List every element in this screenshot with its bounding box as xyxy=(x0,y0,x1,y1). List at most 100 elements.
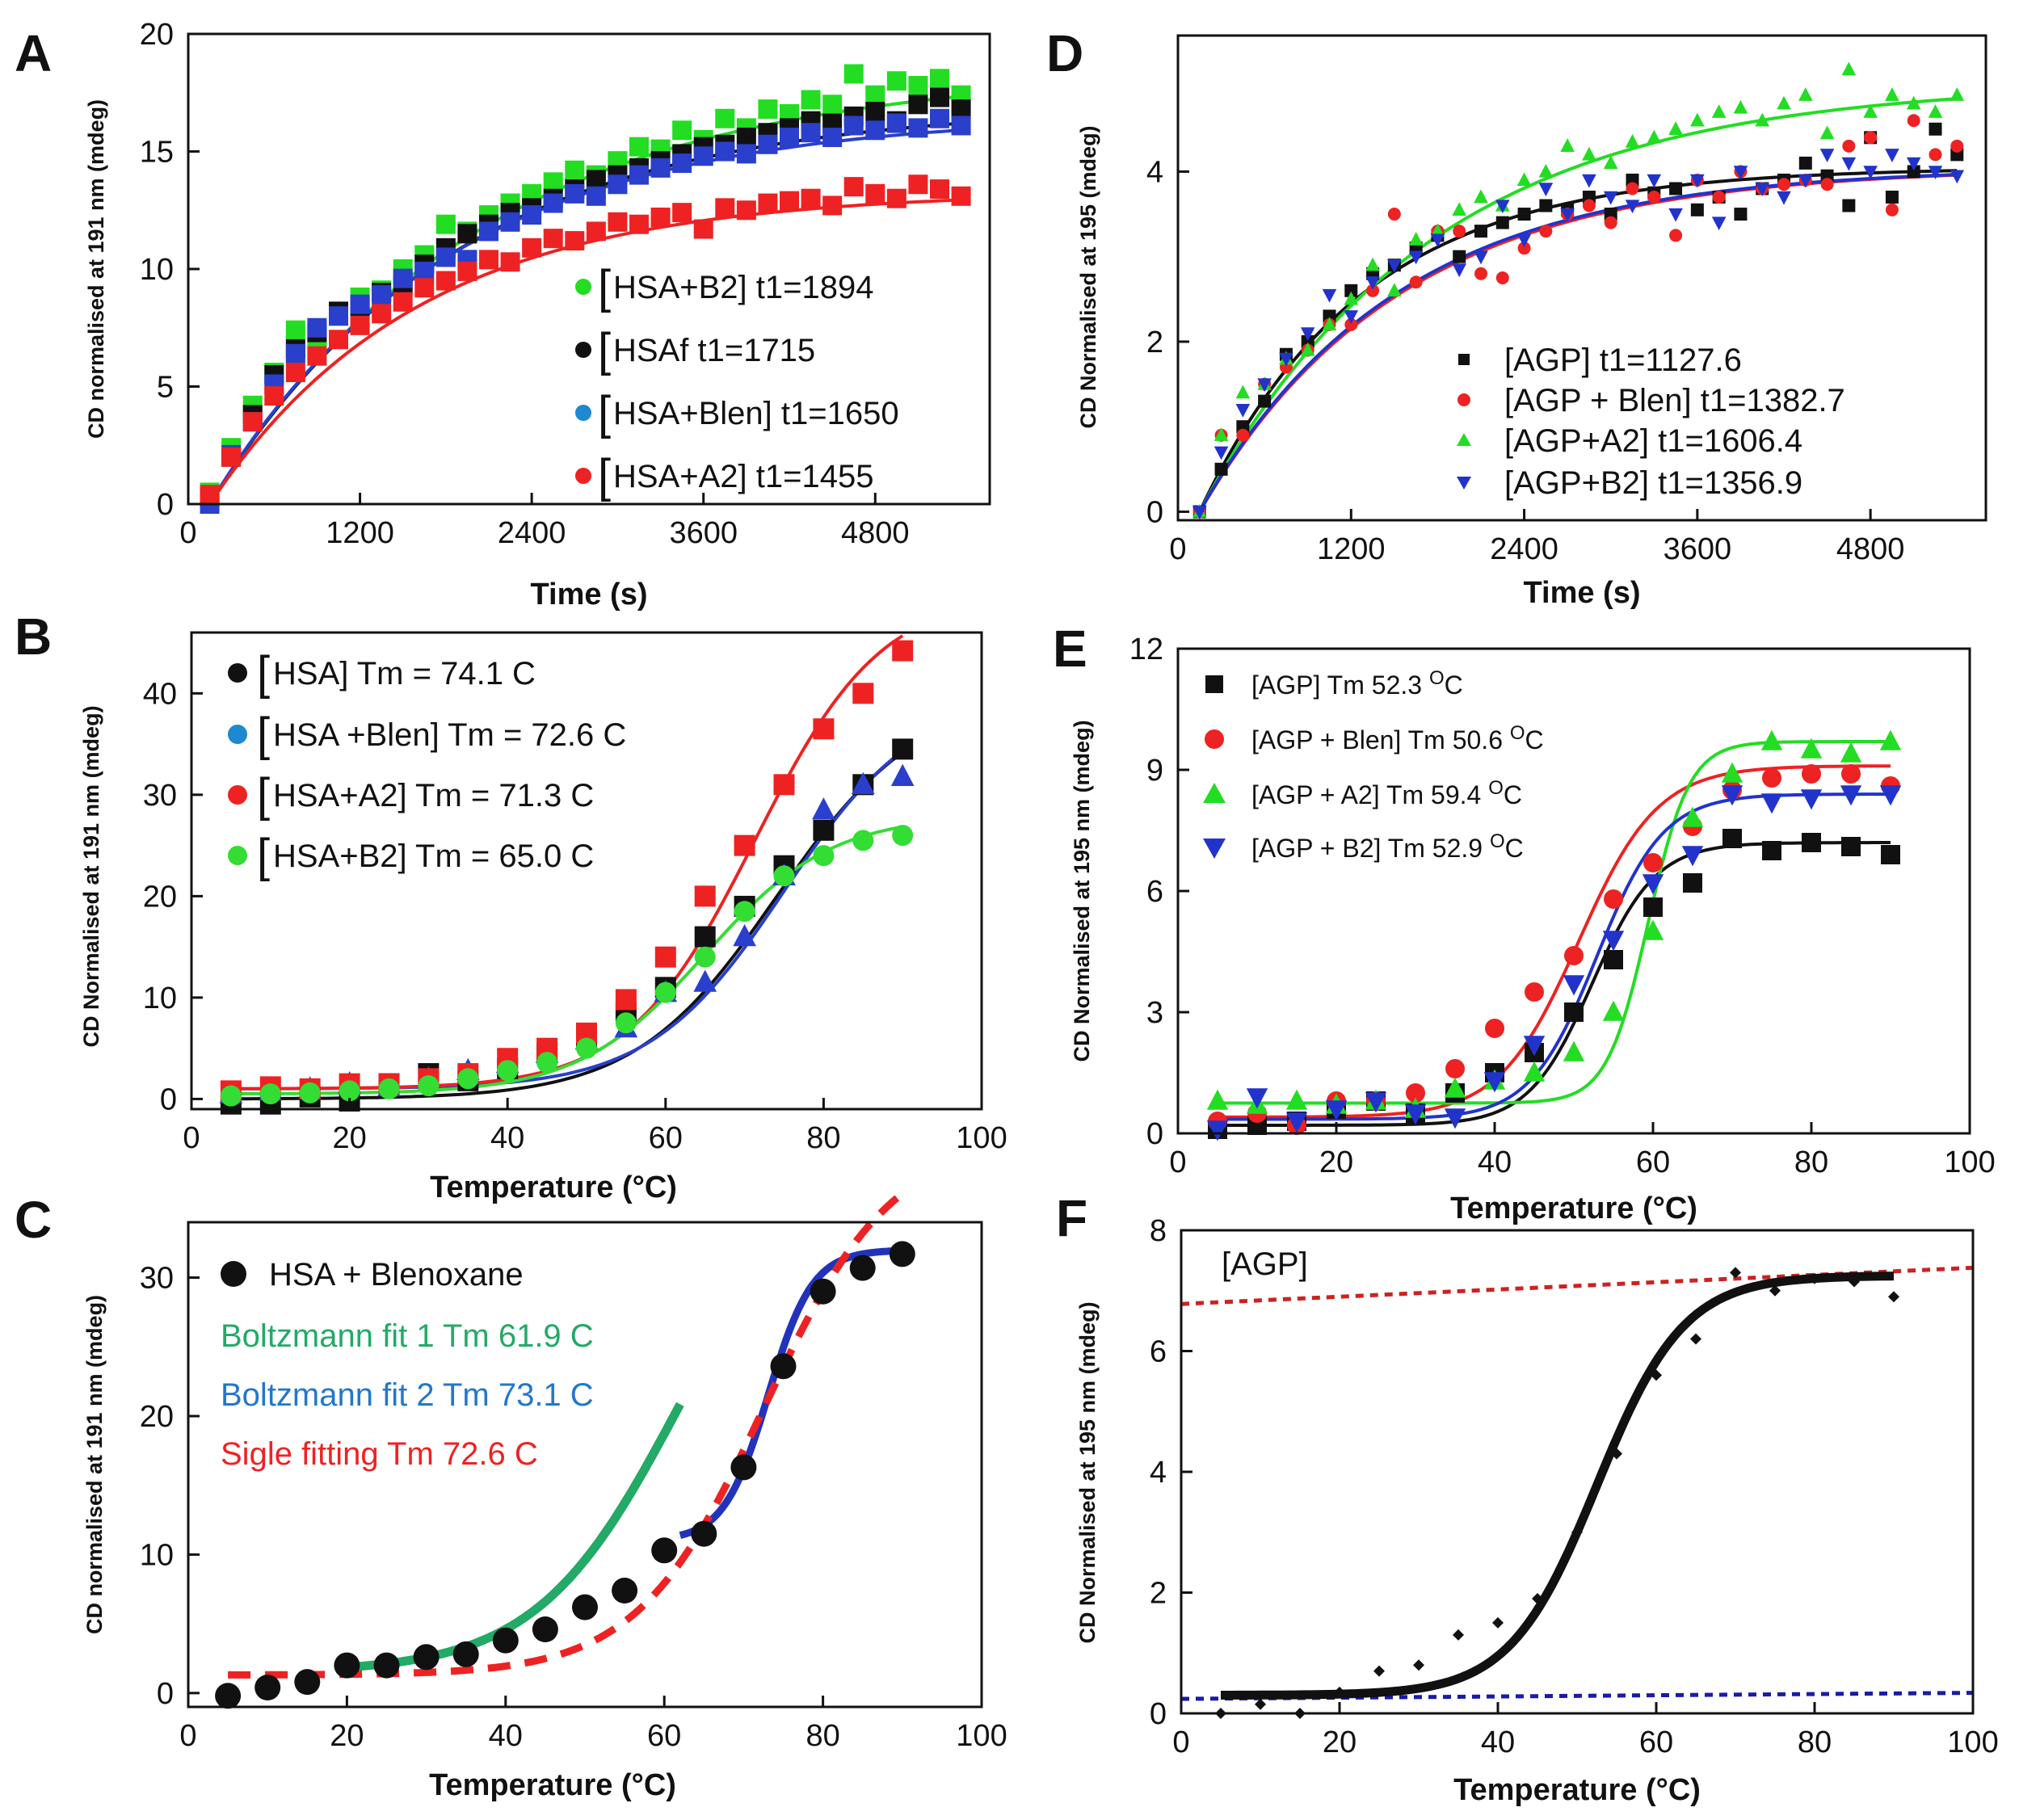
data-point xyxy=(1879,729,1902,750)
plot-c-frame xyxy=(187,1221,983,1709)
y-tick-label: 20 xyxy=(140,1400,174,1434)
data-point xyxy=(1906,157,1921,171)
data-point xyxy=(1841,764,1861,784)
data-point xyxy=(758,99,778,120)
data-point xyxy=(1681,846,1704,867)
data-point xyxy=(736,144,756,164)
plot-d-y-ticks: 0 2 4 xyxy=(1146,155,1189,529)
legend-item: [ HSA+A2] t1=1455 xyxy=(575,450,873,502)
data-point xyxy=(1365,1092,1387,1113)
data-point xyxy=(1517,208,1531,221)
legend-item: [AGP + A2] Tm 59.4 OC xyxy=(1203,777,1522,809)
data-point xyxy=(452,1641,479,1667)
legend-marker xyxy=(228,725,247,744)
data-point xyxy=(1711,104,1727,118)
legend-bracket: [ xyxy=(598,261,611,313)
data-point xyxy=(1950,139,1964,153)
data-point xyxy=(1387,283,1402,296)
x-tick-label: 60 xyxy=(1636,1145,1670,1179)
y-tick-label: 20 xyxy=(143,880,177,914)
data-point xyxy=(329,330,348,350)
plot-f-x-ticks: 0 20 40 60 80 100 xyxy=(1172,1702,1999,1759)
data-point xyxy=(413,1644,440,1671)
legend-label: [AGP + A2] Tm 59.4 OC xyxy=(1251,777,1522,809)
plot-c-x-axis-title: Temperature (°C) xyxy=(429,1768,676,1802)
x-tick-label: 80 xyxy=(806,1121,840,1155)
y-tick-label: 6 xyxy=(1146,875,1163,909)
data-point xyxy=(1300,327,1315,342)
legend-item: [AGP] t1=1127.6 xyxy=(1458,343,1742,378)
panel-b: B 0 20 40 60 80 100 0 10 20 30 40 Temperature (°C… xyxy=(15,607,1007,1204)
data-point xyxy=(1413,1659,1424,1671)
data-point xyxy=(715,108,735,128)
data-point xyxy=(654,946,676,968)
plot-f-y-ticks: 0 2 4 6 8 xyxy=(1150,1214,1192,1731)
data-point xyxy=(1722,829,1742,848)
data-point xyxy=(259,1083,281,1105)
data-point xyxy=(1300,342,1315,356)
legend-label: HSA+B2] t1=1894 xyxy=(613,270,873,305)
data-point xyxy=(1538,183,1554,197)
plot-a-y-ticks: 0 5 10 15 20 xyxy=(140,18,200,522)
fit-curve xyxy=(1221,1271,1895,1700)
data-point xyxy=(758,134,778,154)
data-point xyxy=(736,128,756,148)
data-point xyxy=(892,640,914,662)
data-point xyxy=(801,188,821,208)
data-point xyxy=(220,1085,242,1107)
x-tick-label: 2400 xyxy=(498,516,566,550)
x-tick-label: 100 xyxy=(1944,1145,1995,1179)
data-point xyxy=(435,214,456,234)
data-point xyxy=(1800,789,1823,810)
data-point xyxy=(843,177,864,197)
data-point xyxy=(813,819,835,841)
data-point xyxy=(1206,1089,1229,1110)
data-point xyxy=(736,200,756,221)
data-point xyxy=(1841,157,1857,171)
x-tick-label: 0 xyxy=(179,1719,196,1753)
y-tick-label: 10 xyxy=(140,1538,174,1572)
data-point xyxy=(536,1052,558,1074)
data-point xyxy=(565,160,585,180)
data-point xyxy=(457,261,477,281)
x-tick-label: 20 xyxy=(332,1121,366,1155)
legend-marker xyxy=(1458,354,1470,365)
plot-b-y-ticks: 0 10 20 30 40 xyxy=(143,677,203,1116)
data-point xyxy=(1841,837,1861,856)
x-tick-label: 40 xyxy=(489,1719,523,1753)
y-tick-label: 4 xyxy=(1150,1456,1167,1490)
data-point xyxy=(1214,462,1228,476)
data-point xyxy=(1246,1088,1268,1109)
data-point xyxy=(1206,1120,1229,1141)
x-tick-label: 100 xyxy=(956,1121,1007,1155)
fit-curve xyxy=(679,1246,902,1539)
data-point xyxy=(1444,1077,1466,1098)
plot-e-y-axis-title: CD Normalised at 195 nm (mdeg) xyxy=(1070,720,1094,1061)
data-point xyxy=(1668,121,1683,135)
data-point xyxy=(1539,225,1553,238)
plot-c-y-axis-title: CD normalised at 191 nm (mdeg) xyxy=(82,1295,107,1634)
data-point xyxy=(1366,284,1380,297)
data-point xyxy=(1681,806,1704,827)
plot-b-frame xyxy=(190,631,983,1111)
data-point xyxy=(1445,1059,1465,1078)
data-point xyxy=(694,885,716,907)
legend-label: [AGP + B2] Tm 52.9 OC xyxy=(1251,830,1524,863)
x-tick-label: 4800 xyxy=(841,516,910,550)
data-point xyxy=(1322,317,1337,331)
data-point xyxy=(730,1454,757,1481)
data-point xyxy=(1235,403,1251,418)
legend-marker xyxy=(575,342,591,358)
legend-marker xyxy=(575,405,591,421)
data-point xyxy=(1669,229,1683,242)
data-point xyxy=(1888,1291,1899,1303)
y-tick-label: 0 xyxy=(1146,1117,1163,1151)
data-point xyxy=(1849,1276,1860,1288)
data-point xyxy=(1840,785,1862,806)
data-point xyxy=(1642,919,1664,940)
plot-c-area xyxy=(215,1191,915,1709)
data-point xyxy=(285,363,305,383)
y-tick-label: 20 xyxy=(140,18,174,52)
plot-e-legend: [AGP] Tm 52.3 OC [AGP + Blen] Tm 50.6 OC… xyxy=(1203,667,1544,863)
